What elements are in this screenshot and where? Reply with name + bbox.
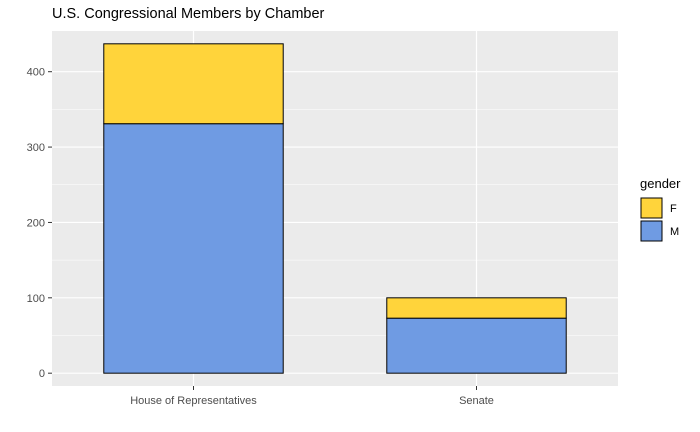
- legend-key-f: [640, 197, 663, 219]
- x-axis: House of Representatives Senate: [130, 386, 494, 407]
- bar-senate-m: [386, 317, 567, 374]
- y-tick-label: 100: [27, 293, 45, 305]
- y-tick-label: 300: [27, 142, 45, 154]
- legend-title: gender: [640, 176, 681, 191]
- bar-house-of-representatives-m: [103, 123, 284, 374]
- y-axis: 0 100 200 300 400: [27, 67, 52, 380]
- x-tick-label: Senate: [459, 395, 494, 407]
- legend-key-m: [640, 220, 663, 242]
- legend-label-f: F: [670, 203, 677, 215]
- legend: gender FM: [640, 176, 681, 242]
- y-tick-label: 0: [39, 368, 45, 380]
- legend-label-m: M: [670, 226, 679, 238]
- chart-title: U.S. Congressional Members by Chamber: [52, 6, 325, 22]
- x-tick-label: House of Representatives: [130, 395, 257, 407]
- bar-house-of-representatives-f: [103, 43, 284, 125]
- y-tick-label: 200: [27, 217, 45, 229]
- y-tick-label: 400: [27, 67, 45, 79]
- bars: [103, 43, 567, 374]
- bar-senate-f: [386, 297, 567, 319]
